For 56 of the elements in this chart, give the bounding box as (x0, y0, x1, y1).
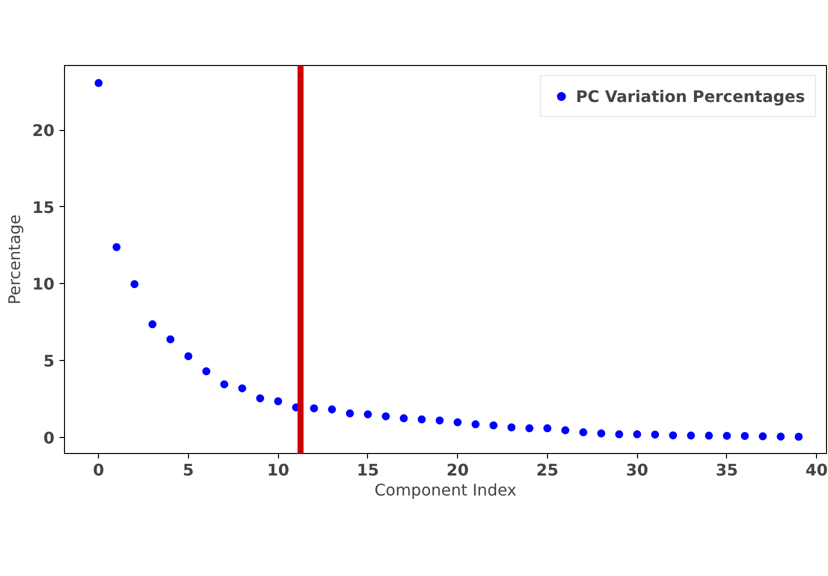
point (794, 432, 803, 441)
point (436, 416, 444, 424)
point (490, 421, 498, 430)
x-axis-title: Component Index (374, 480, 517, 500)
point (543, 424, 552, 432)
x-tick-label: 35 (716, 460, 738, 480)
point (328, 405, 336, 414)
y-axis-title: Percentage (5, 214, 24, 305)
x-tick-label: 10 (266, 460, 290, 480)
point (364, 410, 372, 418)
x-tick-label: 5 (182, 460, 194, 480)
x-tick-label: 25 (536, 460, 558, 480)
point (472, 420, 480, 428)
y-tick-label: 5 (43, 352, 55, 371)
point (454, 418, 462, 426)
point (561, 426, 570, 434)
point (669, 431, 678, 440)
point (704, 432, 713, 440)
point (112, 243, 121, 252)
point (525, 424, 534, 432)
point (633, 430, 642, 438)
point (722, 432, 731, 440)
point (400, 414, 408, 422)
point (220, 380, 228, 388)
x-tick-label: 40 (805, 460, 828, 480)
point (202, 367, 210, 376)
point (758, 432, 767, 440)
point (382, 412, 390, 420)
point (274, 397, 282, 406)
point (579, 428, 588, 436)
point (148, 320, 156, 328)
point (615, 430, 624, 438)
point (166, 335, 174, 344)
point (346, 409, 354, 418)
point (184, 352, 192, 360)
y-tick-label: 20 (32, 121, 54, 140)
x-tick-label: 30 (626, 460, 648, 480)
point (651, 430, 660, 439)
x-tick-label: 0 (93, 460, 104, 480)
point (776, 432, 785, 441)
y-tick-label: 10 (32, 274, 54, 294)
point (310, 404, 318, 412)
legend-label: PC Variation Percentages (576, 86, 805, 106)
y-tick-label: 0 (43, 428, 55, 448)
point (597, 429, 606, 438)
x-tick-label: 20 (446, 460, 469, 480)
point (256, 394, 264, 402)
point (130, 280, 139, 288)
point (740, 432, 749, 440)
point (686, 432, 695, 440)
y-tick-label: 15 (32, 198, 54, 217)
point (418, 415, 426, 424)
point (507, 423, 516, 432)
point (94, 79, 103, 88)
x-tick-label: 15 (356, 460, 379, 480)
point (238, 384, 246, 392)
